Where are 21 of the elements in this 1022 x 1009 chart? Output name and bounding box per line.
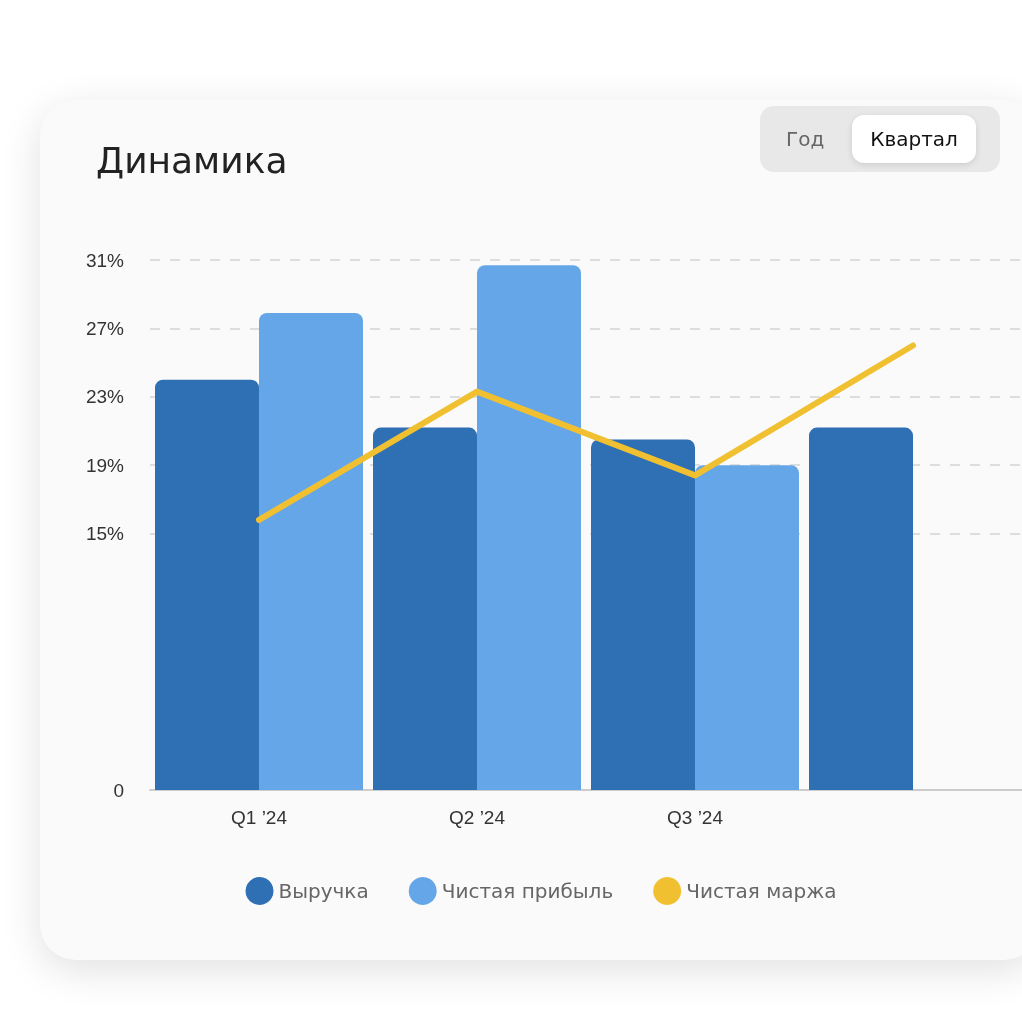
x-tick-label: Q2 ’24 <box>449 807 506 828</box>
bar <box>259 313 363 790</box>
y-tick-label: 27% <box>85 317 125 339</box>
legend-label: Чистая маржа <box>686 879 837 903</box>
bar <box>695 465 799 790</box>
bar <box>155 379 259 790</box>
chart-title: Динамика <box>96 140 288 181</box>
bar <box>591 439 695 790</box>
y-tick-label: 15% <box>85 523 125 545</box>
y-tick-label: 19% <box>85 454 125 476</box>
x-tick-label: Q1 ’24 <box>231 807 288 828</box>
y-tick-label: 0 <box>113 779 124 801</box>
y-tick-label: 23% <box>85 386 125 408</box>
bar <box>809 427 913 790</box>
period-toggle: Год Квартал <box>760 106 1000 172</box>
x-tick-label: Q3 ’24 <box>667 807 724 828</box>
bar <box>373 427 477 790</box>
y-tick-label: 31% <box>85 249 125 271</box>
bar <box>477 265 581 790</box>
legend-label: Чистая прибыль <box>441 879 614 903</box>
legend-label: Выручка <box>278 879 369 903</box>
